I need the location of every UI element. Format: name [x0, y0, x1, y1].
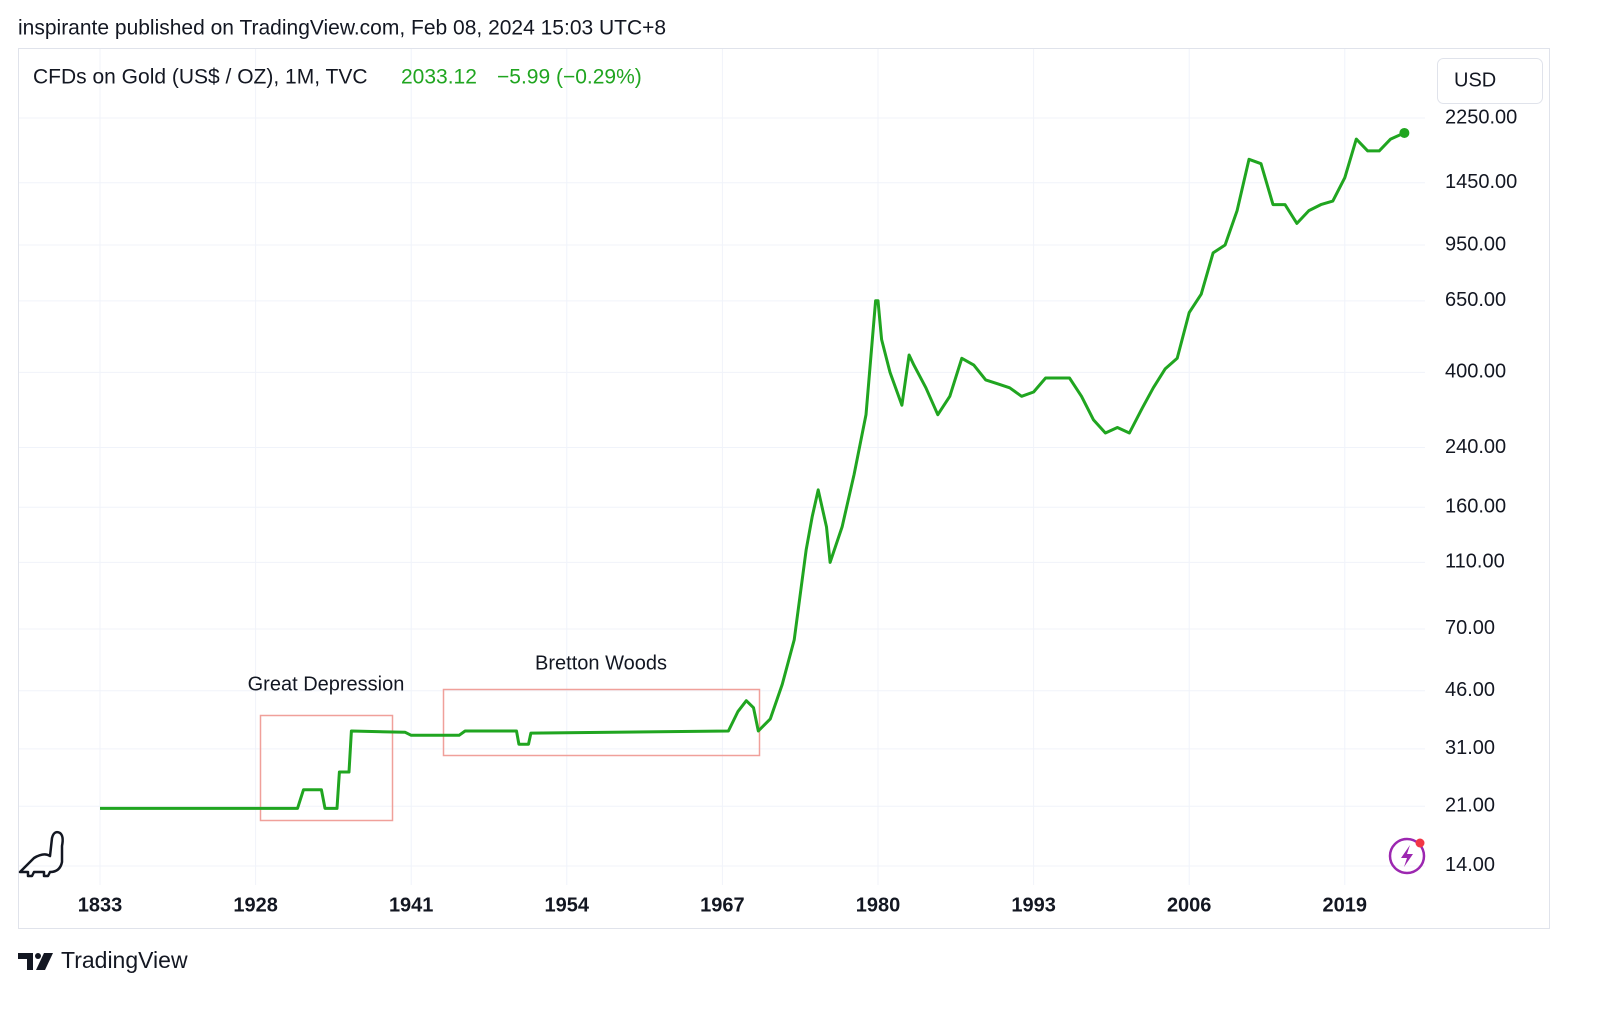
- y-tick-label: 14.00: [1445, 854, 1495, 876]
- y-tick-label: 110.00: [1445, 551, 1505, 573]
- x-tick-label: 1980: [856, 894, 901, 916]
- currency-label[interactable]: USD: [1454, 69, 1496, 91]
- y-tick-label: 650.00: [1445, 289, 1506, 311]
- price-change: −5.99 (−0.29%): [497, 66, 642, 89]
- annotation-label: Great Depression: [248, 673, 405, 695]
- price-line: [100, 131, 1406, 810]
- y-tick-label: 31.00: [1445, 737, 1495, 759]
- x-tick-label: 2006: [1167, 894, 1212, 916]
- last-point: [1399, 127, 1410, 138]
- y-tick-label: 160.00: [1445, 496, 1506, 518]
- y-tick-label: 46.00: [1445, 679, 1495, 701]
- x-tick-label: 2019: [1323, 894, 1368, 916]
- published-line: inspirante published on TradingView.com,…: [18, 17, 666, 40]
- y-tick-label: 400.00: [1445, 361, 1506, 383]
- x-tick-label: 1833: [78, 894, 123, 916]
- grid-layer: [19, 49, 1425, 885]
- annotation-box: [442, 688, 761, 757]
- y-tick-label: 70.00: [1445, 617, 1495, 639]
- annotation-box: [259, 714, 394, 822]
- chart-frame: [18, 48, 1550, 929]
- y-tick-label: 2250.00: [1445, 106, 1517, 128]
- x-tick-label: 1967: [700, 894, 745, 916]
- symbol-title: CFDs on Gold (US$ / OZ), 1M, TVC: [33, 66, 368, 89]
- brand-logo: [18, 953, 53, 970]
- currency-button[interactable]: [1437, 58, 1543, 104]
- x-tick-label: 1941: [389, 894, 434, 916]
- x-tick-label: 1993: [1011, 894, 1056, 916]
- dino-icon: [18, 830, 64, 878]
- last-price: 2033.12: [401, 66, 477, 89]
- y-tick-label: 950.00: [1445, 233, 1506, 255]
- y-tick-label: 240.00: [1445, 436, 1506, 458]
- y-tick-label: 1450.00: [1445, 171, 1517, 193]
- x-tick-label: 1928: [233, 894, 278, 916]
- annotation-label: Bretton Woods: [535, 652, 667, 674]
- y-tick-label: 21.00: [1445, 795, 1495, 817]
- flash-icon[interactable]: [1388, 837, 1426, 875]
- brand-name: TradingView: [61, 947, 188, 973]
- x-tick-label: 1954: [545, 894, 590, 916]
